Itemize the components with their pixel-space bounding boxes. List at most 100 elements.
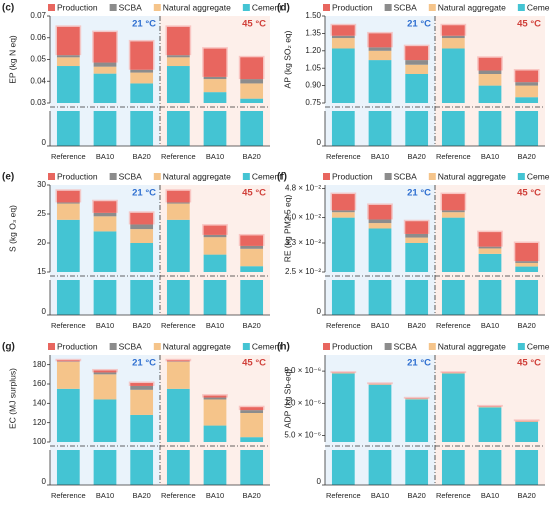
bar-segment <box>441 35 465 39</box>
x-tick-label: BA20 <box>242 152 260 161</box>
x-tick-label: BA10 <box>206 491 224 500</box>
bar-segment <box>130 383 154 386</box>
bar-segment <box>368 228 392 272</box>
y-tick-label: 5.0 × 10⁻⁶ <box>284 431 321 440</box>
bar-segment <box>478 253 502 272</box>
bar-glow <box>55 358 82 362</box>
bar-segment <box>203 254 227 272</box>
bar-segment <box>441 212 465 218</box>
temperature-label: 45 °C <box>517 188 541 199</box>
y-tick-label: 0.07 <box>30 11 46 20</box>
x-tick-label: Reference <box>51 321 86 330</box>
bar-segment-lower <box>130 280 154 315</box>
bar-segment <box>93 372 117 375</box>
bar-segment <box>515 97 539 103</box>
legend-swatch <box>517 4 525 11</box>
bar-segment <box>240 83 264 99</box>
bar-segment <box>405 237 429 243</box>
legend-label: Cement <box>252 171 282 181</box>
legend-label: SCBA <box>119 2 142 12</box>
y-tick-label: 1.20 <box>305 46 321 55</box>
bar-segment <box>240 79 264 84</box>
y-tick-label: 30 <box>37 180 46 189</box>
y-tick-label: 0.90 <box>305 81 321 90</box>
bar-segment <box>331 373 355 442</box>
bar-glow <box>440 371 467 374</box>
y-tick-label: 100 <box>33 437 47 446</box>
legend-swatch <box>428 343 436 350</box>
legend-swatch <box>428 4 436 11</box>
bar-segment <box>166 360 190 362</box>
bar-segment <box>93 374 117 400</box>
bar-segment <box>56 203 80 220</box>
y-axis-label: ADP (kg Sb-eq) <box>282 369 292 429</box>
bar-segment <box>56 219 80 272</box>
x-tick-label: BA10 <box>481 491 499 500</box>
bar-segment-lower <box>515 280 539 315</box>
legend-label: SCBA <box>119 341 142 351</box>
bar-segment-lower <box>405 111 429 146</box>
bar-segment <box>93 370 117 373</box>
legend-label: Production <box>57 341 98 351</box>
bar-segment-lower <box>405 450 429 485</box>
legend-swatch <box>242 173 250 180</box>
bar-segment <box>130 224 154 230</box>
bar-segment-lower <box>478 111 502 146</box>
x-tick-label: BA10 <box>371 321 389 330</box>
legend-swatch <box>384 173 392 180</box>
bar-segment <box>203 395 227 398</box>
y-axis-label: S (kg O₃ eq) <box>7 205 17 252</box>
x-tick-label: Reference <box>161 491 196 500</box>
bar-segment <box>93 32 117 63</box>
bar-segment <box>56 190 80 203</box>
legend-swatch <box>48 343 55 350</box>
bar-segment <box>405 64 429 74</box>
bar-segment <box>240 57 264 80</box>
x-tick-label: BA10 <box>371 491 389 500</box>
legend-swatch <box>109 173 117 180</box>
panel-label: (g) <box>2 342 15 353</box>
bar-segment <box>441 217 465 272</box>
bar-segment <box>331 25 355 36</box>
panel: Reference BA10 BA20 Reference BA10 BA20 0.03 0.… <box>2 2 282 161</box>
x-tick-label: BA10 <box>481 152 499 161</box>
temperature-label: 21 °C <box>407 188 431 199</box>
bar-glow <box>477 404 503 407</box>
x-tick-label: BA10 <box>371 152 389 161</box>
bar-segment <box>441 373 465 442</box>
bar-segment <box>93 212 117 217</box>
x-tick-label: Reference <box>436 491 471 500</box>
legend-swatch <box>428 173 436 180</box>
bar-segment-lower <box>331 111 355 146</box>
bar-segment <box>240 410 264 413</box>
bar-segment <box>130 243 154 272</box>
bar-segment <box>203 234 227 238</box>
temperature-label: 21 °C <box>407 19 431 30</box>
panel-label: (c) <box>2 3 14 14</box>
bar-segment <box>405 60 429 65</box>
y-tick-label: 0 <box>317 138 322 147</box>
legend-swatch <box>109 4 117 11</box>
y-tick-label: 0.75 <box>305 98 321 107</box>
y-axis-label: EP (kg N eq) <box>7 35 17 84</box>
temperature-label: 45 °C <box>517 358 541 369</box>
bar-segment <box>478 85 502 103</box>
bar-segment <box>93 231 117 272</box>
bar-segment <box>56 202 80 204</box>
bar-segment-lower <box>166 111 190 146</box>
x-tick-label: BA10 <box>206 152 224 161</box>
bar-segment <box>331 210 355 213</box>
y-tick-label: 0 <box>42 307 47 316</box>
bar-segment <box>130 83 154 103</box>
bar-segment <box>166 202 190 204</box>
bar-segment <box>93 62 117 67</box>
y-tick-label: 140 <box>33 398 47 407</box>
y-tick-label: 0 <box>317 477 322 486</box>
bar-segment <box>203 79 227 93</box>
bar-segment <box>240 413 264 438</box>
bar-segment <box>130 69 154 73</box>
x-tick-label: BA10 <box>96 152 114 161</box>
legend-label: SCBA <box>394 2 417 12</box>
y-tick-label: 120 <box>33 418 47 427</box>
